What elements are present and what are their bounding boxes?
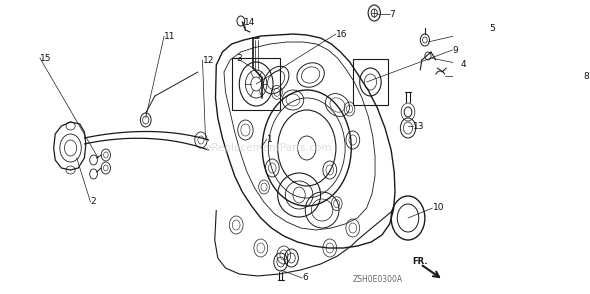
Text: 15: 15	[40, 54, 51, 63]
Bar	[353, 59, 388, 105]
Text: eReplacementParts.com: eReplacementParts.com	[205, 143, 332, 153]
Text: 9: 9	[453, 46, 458, 54]
Bar	[232, 58, 280, 110]
Text: 14: 14	[244, 18, 255, 26]
Text: 1: 1	[267, 134, 273, 143]
Text: 16: 16	[336, 29, 348, 39]
Text: ZSH0E0300A: ZSH0E0300A	[353, 275, 403, 285]
Text: 5: 5	[489, 24, 495, 33]
Text: 2: 2	[90, 198, 96, 206]
Text: 4: 4	[460, 59, 466, 69]
Text: FR.: FR.	[412, 258, 428, 266]
Text: 8: 8	[583, 71, 589, 81]
Text: 10: 10	[432, 203, 444, 213]
Text: 12: 12	[202, 56, 214, 64]
Text: 13: 13	[412, 121, 424, 131]
Text: 7: 7	[389, 9, 395, 19]
Text: 3: 3	[236, 54, 242, 63]
Text: 6: 6	[302, 273, 308, 283]
Text: 11: 11	[164, 31, 176, 41]
